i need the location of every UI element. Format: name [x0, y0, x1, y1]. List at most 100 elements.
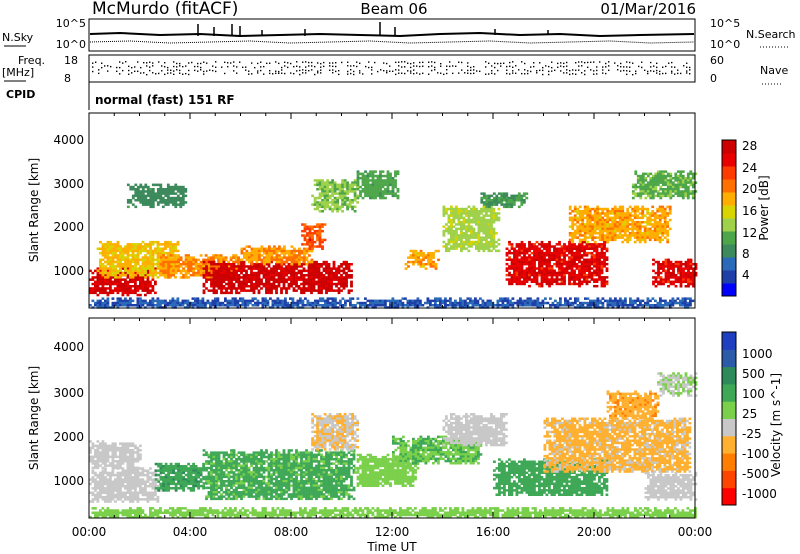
- power-echo-cell-13: [663, 207, 667, 211]
- power-echo-cell-14: [661, 194, 665, 198]
- power-echo-cell-14: [689, 170, 693, 173]
- power-echo-cell-4: [292, 282, 296, 286]
- power-echo-cell-1: [99, 258, 102, 261]
- power-echo-cell-3: [217, 258, 220, 262]
- power-echo-cell-1: [126, 265, 130, 268]
- power-echo-cell-12: [528, 254, 531, 257]
- power-echo-cell-13: [648, 229, 652, 233]
- power-echo-cell-14: [666, 183, 670, 187]
- power-echo-cell-13: [628, 232, 632, 235]
- power-echo-cell-12: [590, 243, 594, 246]
- power-echo-cell-14: [676, 177, 680, 180]
- power-echo-cell-12: [558, 243, 561, 246]
- power-echo-cell-1: [139, 273, 142, 277]
- power-echo-cell-4: [310, 278, 313, 281]
- power-echo-cell-12: [595, 247, 599, 250]
- power-echo-cell-4: [260, 267, 263, 270]
- power-echo-cell-5: [245, 252, 249, 255]
- power-echo-cell-7: [318, 188, 322, 191]
- power-echo-cell-4: [232, 278, 236, 281]
- power-echo-cell-13: [646, 223, 650, 226]
- power-echo-cell-12: [563, 245, 566, 248]
- power-echo-cell-4: [230, 265, 233, 268]
- power-echo-cell-12: [558, 256, 561, 259]
- freq-dot: [671, 66, 673, 68]
- freq-dot: [542, 66, 544, 69]
- power-echo-cell-10: [445, 227, 448, 231]
- power-echo-cell-4: [307, 269, 311, 273]
- power-echo-cell-3: [189, 263, 193, 266]
- power-echo-cell-7: [338, 192, 342, 195]
- power-echo-cell-4: [257, 269, 261, 273]
- power-echo-cell-14: [649, 188, 653, 191]
- power-echo-cell-14: [679, 183, 683, 187]
- power-echo-cell-12: [510, 265, 514, 268]
- power-echo-cell-12: [575, 245, 579, 248]
- power-echo-cell-12: [583, 249, 586, 253]
- power-echo-cell-1: [141, 247, 145, 250]
- power-echo-cell-0: [101, 282, 105, 286]
- power-echo-cell-3: [177, 263, 180, 266]
- power-echo-cell-5: [273, 247, 276, 251]
- freq-dot: [485, 73, 487, 75]
- power-echo-cell-12: [525, 280, 529, 283]
- power-echo-cell-4: [230, 267, 233, 270]
- power-echo-cell-5: [255, 260, 259, 264]
- power-echo-cell-10: [482, 210, 486, 213]
- power-echo-cell-12: [510, 273, 514, 277]
- power-echo-cell-1: [149, 273, 152, 277]
- power-echo-cell-6: [318, 240, 322, 244]
- power-echo-cell-12: [583, 254, 586, 257]
- power-echo-cell-12: [558, 258, 561, 261]
- freq-dot: [320, 66, 322, 68]
- power-echo-cell-4: [340, 282, 343, 286]
- power-echo-cell-14: [656, 179, 660, 182]
- power-echo-cell-0: [134, 287, 137, 290]
- power-echo-cell-12: [523, 260, 526, 264]
- freq-dot: [392, 70, 394, 72]
- power-echo-cell-14: [651, 185, 655, 189]
- power-echo-cell-12: [598, 245, 601, 248]
- power-echo-cell-1: [174, 276, 177, 279]
- power-echo-cell-12: [535, 282, 539, 286]
- power-echo-cell-12: [533, 256, 536, 259]
- power-echo-cell-12: [545, 271, 549, 275]
- power-echo-cell-4: [312, 287, 316, 290]
- power-echo-cell-3: [189, 265, 193, 268]
- station-title: McMurdo (fitACF): [92, 0, 238, 19]
- power-echo-cell-4: [260, 280, 263, 284]
- power-echo-cell-12: [553, 256, 556, 259]
- power-echo-cell-12: [580, 269, 584, 272]
- power-echo-cell-4: [210, 289, 213, 292]
- power-echo-cell-14: [694, 190, 698, 193]
- power-echo-cell-1: [131, 273, 135, 277]
- power-echo-cell-2: [161, 190, 165, 193]
- power-echo-cell-9: [424, 263, 428, 266]
- power-echo-cell-1: [149, 249, 152, 253]
- freq-dot: [410, 66, 412, 69]
- power-echo-cell-12: [600, 260, 604, 264]
- power-echo-cell-3: [157, 271, 160, 275]
- power-echo-cell-2: [136, 185, 140, 189]
- power-echo-cell-15: [672, 269, 675, 273]
- power-echo-cell-12: [548, 262, 551, 266]
- power-echo-cell-4: [202, 276, 206, 279]
- power-echo-cell-3: [227, 265, 230, 268]
- power-echo-cell-13: [638, 216, 642, 220]
- power-echo-cell-7: [353, 179, 357, 182]
- power-echo-cell-5: [260, 258, 264, 262]
- power-echo-cell-8: [396, 170, 400, 173]
- power-echo-cell-14: [664, 183, 668, 187]
- power-echo-cell-3: [159, 256, 163, 259]
- power-echo-cell-3: [237, 258, 240, 262]
- power-echo-cell-14: [659, 174, 663, 178]
- power-echo-cell-10: [470, 234, 473, 237]
- freq-dot: [524, 73, 526, 75]
- power-echo-cell-13: [611, 221, 615, 224]
- power-echo-cell-12: [543, 260, 546, 264]
- power-echo-cell-4: [215, 274, 218, 277]
- power-echo-cell-1: [139, 267, 142, 270]
- power-echo-cell-14: [639, 190, 643, 193]
- power-echo-cell-3: [187, 256, 190, 259]
- power-echo-cell-8: [364, 190, 367, 193]
